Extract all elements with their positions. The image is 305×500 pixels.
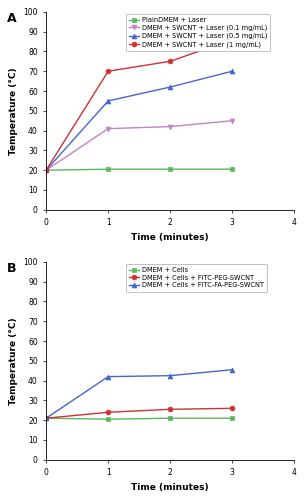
Legend: PlainDMEM + Laser, DMEM + SWCNT + Laser (0.1 mg/mL), DMEM + SWCNT + Laser (0.5 m: PlainDMEM + Laser, DMEM + SWCNT + Laser … (126, 14, 270, 51)
Text: B: B (6, 262, 16, 275)
DMEM + Cells + FITC-FA-PEG-SWCNT (106, 374, 110, 380)
PlainDMEM + Laser (168, 166, 172, 172)
DMEM + SWCNT + Laser (0.1 mg/mL) (106, 126, 110, 132)
DMEM + SWCNT + Laser (0.1 mg/mL) (168, 124, 172, 130)
DMEM + Cells (44, 415, 48, 421)
Text: A: A (6, 12, 16, 25)
DMEM + Cells + FITC-PEG-SWCNT (44, 415, 48, 421)
DMEM + Cells + FITC-FA-PEG-SWCNT (230, 366, 234, 372)
DMEM + Cells + FITC-PEG-SWCNT (168, 406, 172, 412)
PlainDMEM + Laser (44, 167, 48, 173)
DMEM + SWCNT + Laser (0.1 mg/mL) (230, 118, 234, 124)
DMEM + SWCNT + Laser (1 mg/mL) (168, 58, 172, 64)
DMEM + Cells + FITC-FA-PEG-SWCNT (168, 372, 172, 378)
Y-axis label: Temperature (°C): Temperature (°C) (9, 67, 18, 154)
DMEM + Cells (230, 415, 234, 421)
Line: DMEM + SWCNT + Laser (0.1 mg/mL): DMEM + SWCNT + Laser (0.1 mg/mL) (44, 118, 235, 172)
Line: DMEM + SWCNT + Laser (1 mg/mL): DMEM + SWCNT + Laser (1 mg/mL) (44, 37, 235, 172)
DMEM + SWCNT + Laser (0.5 mg/mL) (168, 84, 172, 90)
Line: DMEM + Cells + FITC-PEG-SWCNT: DMEM + Cells + FITC-PEG-SWCNT (44, 406, 235, 420)
Y-axis label: Temperature (°C): Temperature (°C) (9, 317, 18, 404)
DMEM + Cells (106, 416, 110, 422)
Legend: DMEM + Cells, DMEM + Cells + FITC-PEG-SWCNT, DMEM + Cells + FITC-FA-PEG-SWCNT: DMEM + Cells, DMEM + Cells + FITC-PEG-SW… (126, 264, 267, 292)
Line: DMEM + Cells + FITC-FA-PEG-SWCNT: DMEM + Cells + FITC-FA-PEG-SWCNT (44, 368, 235, 420)
DMEM + SWCNT + Laser (1 mg/mL) (44, 167, 48, 173)
PlainDMEM + Laser (230, 166, 234, 172)
DMEM + SWCNT + Laser (0.5 mg/mL) (44, 167, 48, 173)
X-axis label: Time (minutes): Time (minutes) (131, 482, 209, 492)
DMEM + Cells + FITC-FA-PEG-SWCNT (44, 415, 48, 421)
Line: PlainDMEM + Laser: PlainDMEM + Laser (44, 167, 235, 172)
DMEM + SWCNT + Laser (1 mg/mL) (230, 36, 234, 43)
DMEM + Cells (168, 415, 172, 421)
Line: DMEM + Cells: DMEM + Cells (44, 416, 235, 422)
DMEM + Cells + FITC-PEG-SWCNT (106, 410, 110, 416)
PlainDMEM + Laser (106, 166, 110, 172)
DMEM + SWCNT + Laser (0.5 mg/mL) (106, 98, 110, 104)
X-axis label: Time (minutes): Time (minutes) (131, 232, 209, 241)
DMEM + SWCNT + Laser (1 mg/mL) (106, 68, 110, 74)
DMEM + SWCNT + Laser (0.5 mg/mL) (230, 68, 234, 74)
DMEM + Cells + FITC-PEG-SWCNT (230, 406, 234, 411)
DMEM + SWCNT + Laser (0.1 mg/mL) (44, 167, 48, 173)
Line: DMEM + SWCNT + Laser (0.5 mg/mL): DMEM + SWCNT + Laser (0.5 mg/mL) (44, 69, 235, 172)
